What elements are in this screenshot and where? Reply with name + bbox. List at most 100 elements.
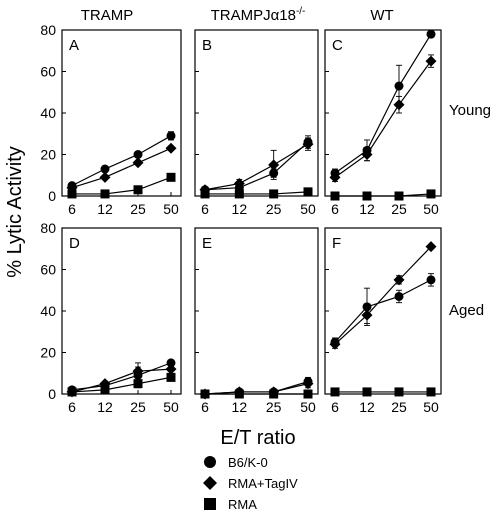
point-rma-tagiv bbox=[165, 363, 177, 375]
point-b6-k-0 bbox=[166, 131, 176, 141]
point-rma-tagiv bbox=[393, 99, 405, 111]
series-line-rma-tagiv bbox=[71, 368, 172, 393]
series-line-b6-k-0 bbox=[334, 279, 432, 343]
row-label-young: Young bbox=[449, 102, 491, 119]
y-tick-label: 80 bbox=[40, 220, 56, 236]
x-tick-label: 25 bbox=[266, 399, 282, 415]
x-tick-label: 12 bbox=[232, 201, 248, 217]
x-tick-label: 50 bbox=[423, 399, 439, 415]
point-rma bbox=[303, 187, 313, 197]
point-rma bbox=[200, 389, 210, 399]
panel-d-letter: D bbox=[69, 235, 80, 252]
x-tick-label: 50 bbox=[423, 201, 439, 217]
point-rma-tagiv bbox=[233, 178, 245, 190]
series-line-rma bbox=[205, 191, 309, 195]
y-tick-label: 80 bbox=[40, 22, 56, 38]
point-rma bbox=[234, 389, 244, 399]
point-rma-tagiv bbox=[329, 338, 341, 350]
point-rma bbox=[67, 189, 77, 199]
panel-a-letter: A bbox=[69, 37, 79, 54]
column-title-trampja18: TRAMPJα18-/- bbox=[211, 6, 306, 24]
x-tick-label: 50 bbox=[300, 201, 316, 217]
point-rma-tagiv bbox=[165, 142, 177, 154]
point-rma-tagiv bbox=[329, 171, 341, 183]
point-rma bbox=[166, 172, 176, 182]
x-tick-label: 50 bbox=[163, 201, 179, 217]
x-tick-label: 12 bbox=[359, 399, 375, 415]
point-rma-tagiv bbox=[425, 241, 437, 253]
point-rma bbox=[330, 387, 340, 397]
y-tick-label: 40 bbox=[40, 105, 56, 121]
point-rma bbox=[362, 191, 372, 201]
y-tick-label: 40 bbox=[40, 303, 56, 319]
panel-f-frame bbox=[324, 227, 442, 395]
y-tick-label: 60 bbox=[40, 262, 56, 278]
series-line-rma bbox=[71, 376, 172, 393]
panel-d: D 6 12 25 50 0 20 40 60 80 bbox=[40, 220, 182, 415]
panel-b: B 6 12 25 50 bbox=[194, 29, 319, 217]
point-rma bbox=[269, 389, 279, 399]
x-tick-label: 50 bbox=[163, 399, 179, 415]
point-rma-tagiv bbox=[268, 159, 280, 171]
point-rma bbox=[100, 189, 110, 199]
x-tick-label: 6 bbox=[68, 399, 76, 415]
series-line-rma-tagiv bbox=[204, 383, 309, 395]
y-tick-label: 60 bbox=[40, 64, 56, 80]
series-line-b6-k-0 bbox=[71, 135, 172, 187]
legend-label-rmatagiv: RMA+TagIV bbox=[228, 476, 298, 491]
point-b6-k-0 bbox=[426, 275, 436, 285]
x-tick-label: 12 bbox=[97, 201, 113, 217]
x-tick-label: 25 bbox=[391, 399, 407, 415]
panel-c-frame bbox=[324, 29, 442, 197]
panel-f: F 6 12 25 50 bbox=[324, 227, 442, 415]
legend-square-marker bbox=[204, 498, 216, 510]
x-tick-label: 25 bbox=[130, 399, 146, 415]
point-rma bbox=[426, 189, 436, 199]
panel-e-frame bbox=[194, 227, 319, 395]
point-rma bbox=[394, 191, 404, 201]
legend-label-b6k0: B6/K-0 bbox=[228, 455, 268, 470]
panel-e: E 6 12 25 50 bbox=[194, 227, 319, 415]
x-tick-label: 6 bbox=[331, 201, 339, 217]
x-tick-label: 50 bbox=[300, 399, 316, 415]
point-rma bbox=[394, 387, 404, 397]
point-rma bbox=[426, 387, 436, 397]
point-rma bbox=[166, 372, 176, 382]
point-rma bbox=[100, 385, 110, 395]
x-tick-label: 25 bbox=[266, 201, 282, 217]
x-tick-label: 12 bbox=[232, 399, 248, 415]
column-title-trampja18-sup: -/- bbox=[296, 6, 305, 17]
panel-c: C 6 12 25 50 bbox=[324, 29, 442, 217]
point-b6-k-0 bbox=[394, 291, 404, 301]
x-tick-label: 25 bbox=[130, 201, 146, 217]
point-rma bbox=[330, 191, 340, 201]
series-line-rma bbox=[335, 193, 432, 197]
point-rma bbox=[362, 387, 372, 397]
panel-f-letter: F bbox=[332, 235, 341, 252]
point-b6-k-0 bbox=[166, 358, 176, 368]
x-tick-label: 12 bbox=[97, 399, 113, 415]
series-line-rma-tagiv bbox=[71, 147, 172, 189]
panel-a-frame bbox=[61, 29, 182, 197]
series-line-b6-k-0 bbox=[204, 141, 309, 191]
y-tick-label: 20 bbox=[40, 147, 56, 163]
x-tick-label: 25 bbox=[391, 201, 407, 217]
point-rma-tagiv bbox=[302, 378, 314, 390]
y-tick-label: 20 bbox=[40, 345, 56, 361]
point-rma-tagiv bbox=[393, 274, 405, 286]
series-line-rma-tagiv bbox=[204, 143, 309, 191]
series-line-rma-tagiv bbox=[334, 60, 432, 178]
y-tick-label: 0 bbox=[48, 188, 56, 204]
column-title-tramp: TRAMP bbox=[81, 7, 134, 24]
panel-b-letter: B bbox=[202, 37, 212, 54]
panel-e-letter: E bbox=[202, 235, 212, 252]
series-line-b6-k-0 bbox=[71, 362, 172, 391]
x-tick-label: 12 bbox=[359, 201, 375, 217]
legend-label-rma: RMA bbox=[228, 497, 257, 512]
point-rma bbox=[234, 189, 244, 199]
x-axis-label: E/T ratio bbox=[220, 427, 295, 449]
x-tick-label: 6 bbox=[201, 201, 209, 217]
point-rma bbox=[133, 379, 143, 389]
series-line-rma bbox=[72, 176, 172, 195]
x-tick-label: 6 bbox=[201, 399, 209, 415]
